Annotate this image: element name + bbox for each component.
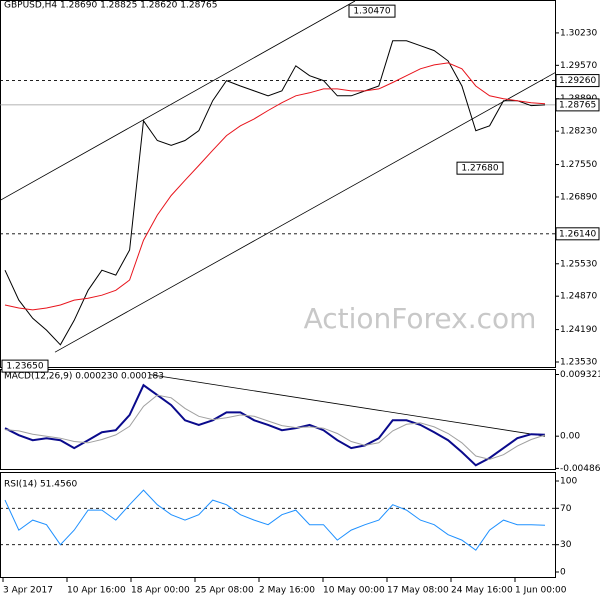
x-tick-label: 3 Apr 2017 — [3, 586, 53, 596]
level-box — [555, 74, 600, 88]
level-box — [555, 227, 600, 241]
x-tick-label: 2 May 16:00 — [259, 586, 315, 596]
trendline — [149, 374, 546, 437]
level-label: 1.29260 — [559, 76, 596, 86]
level-label: 1.26140 — [559, 229, 596, 239]
trendline — [54, 72, 556, 353]
x-tick-label: 17 May 08:00 — [387, 586, 449, 596]
x-tick-label: 18 Apr 00:00 — [131, 586, 190, 596]
y-tick-label: 30 — [560, 540, 572, 550]
x-tick-label: 10 Apr 16:00 — [67, 586, 126, 596]
series-line — [4, 383, 546, 467]
y-tick-label: 1.25530 — [560, 259, 597, 269]
y-tick-label: 70 — [560, 504, 572, 514]
price-annotation-box — [1, 359, 49, 373]
price-annotation-box — [456, 161, 504, 175]
y-tick-label: 1.26890 — [560, 192, 597, 202]
y-tick-label: 1.23530 — [560, 358, 597, 368]
price-panel — [0, 0, 556, 368]
y-tick-label: -0.004866 — [560, 464, 600, 474]
y-tick-label: 0.00 — [560, 432, 580, 442]
y-tick-label: 1.29570 — [560, 61, 597, 71]
series-line — [4, 40, 546, 346]
price-annotation-box — [348, 4, 396, 18]
x-tick-label: 10 May 00:00 — [323, 586, 385, 596]
trendline — [0, 0, 356, 201]
panel-title: GBPUSD,H4 1.28690 1.28825 1.28620 1.2876… — [4, 1, 217, 11]
y-tick-label: 0.009321 — [560, 370, 600, 380]
y-tick-label: 1.28230 — [560, 127, 597, 137]
panel-title: MACD(12,26,9) 0.000230 0.000183 — [4, 372, 164, 382]
x-tick-label: 25 Apr 08:00 — [195, 586, 254, 596]
price-annotation: 1.27680 — [461, 164, 498, 174]
x-tick-label: 24 May 16:00 — [451, 586, 513, 596]
y-tick-label: 1.30230 — [560, 28, 597, 38]
panel-title: RSI(14) 51.4560 — [4, 480, 77, 490]
series-line — [4, 62, 546, 311]
watermark: ActionForex.com — [304, 302, 537, 335]
rsi-panel — [0, 472, 556, 578]
y-tick-label: 1.24190 — [560, 325, 597, 335]
y-tick-label: 0 — [560, 567, 566, 577]
macd-panel — [0, 369, 556, 470]
y-tick-label: 100 — [560, 477, 577, 487]
x-tick-label: 1 Jun 00:00 — [515, 586, 567, 596]
y-tick-label: 1.24870 — [560, 292, 597, 302]
current-price-label: 1.28765 — [559, 100, 596, 110]
price-annotation: 1.30470 — [353, 7, 390, 17]
series-line — [4, 394, 546, 460]
series-line — [4, 489, 546, 551]
y-tick-label: 1.27550 — [560, 160, 597, 170]
price-annotation: 1.23650 — [6, 362, 43, 372]
current-price-box — [555, 98, 600, 112]
